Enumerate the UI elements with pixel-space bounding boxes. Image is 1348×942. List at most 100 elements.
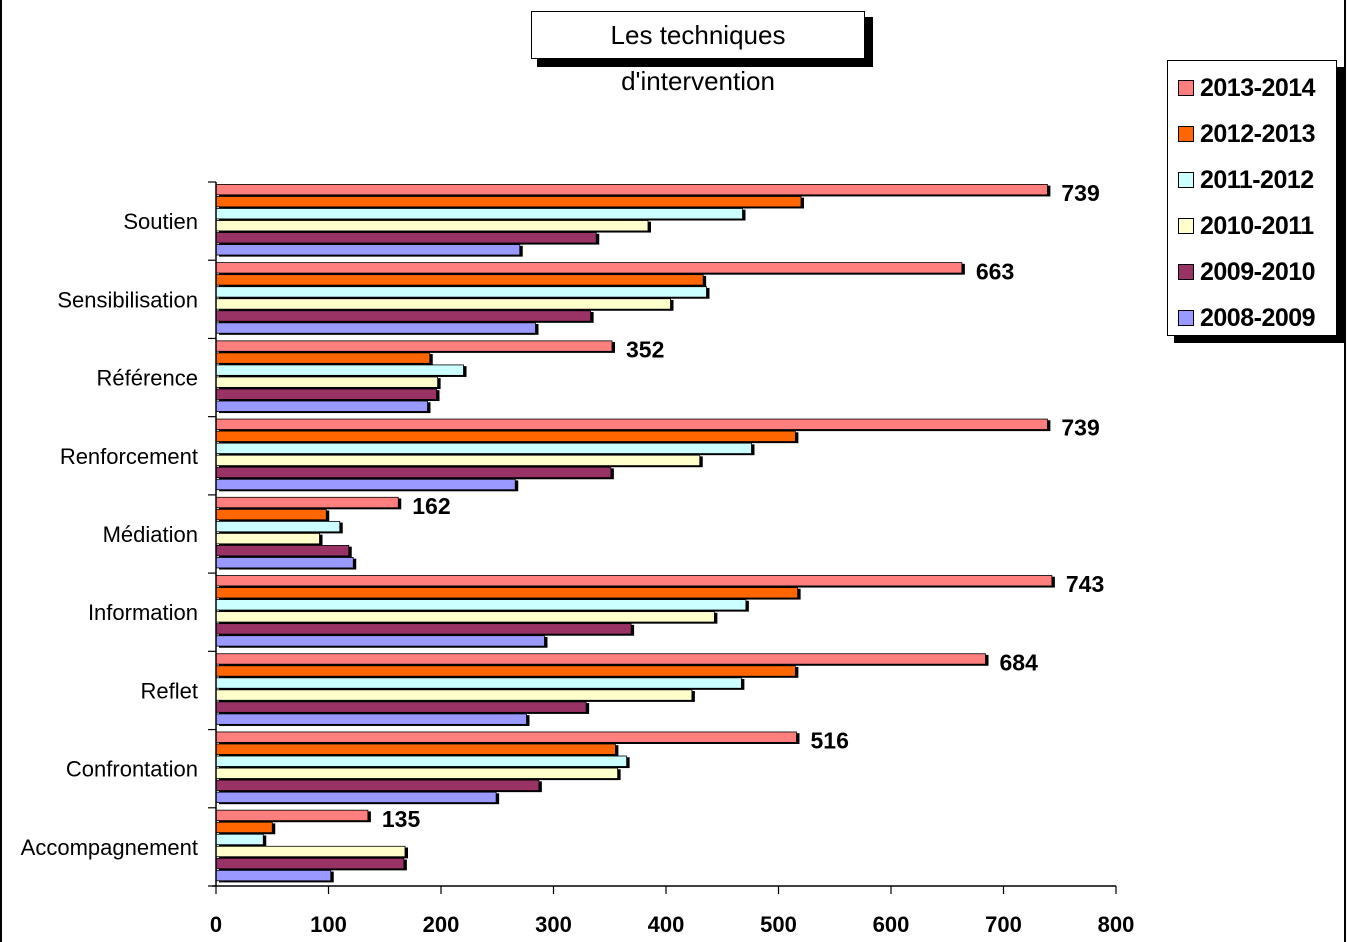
category-label: Accompagnement <box>21 835 198 860</box>
category-label: Reflet <box>141 678 198 703</box>
bar <box>215 322 536 334</box>
bar <box>215 599 747 611</box>
data-label: 352 <box>626 336 664 362</box>
bar <box>215 286 707 298</box>
bar <box>215 298 671 310</box>
bar <box>215 575 1053 587</box>
legend-label: 2009-2010 <box>1200 257 1316 286</box>
legend-item: 2008-2009 <box>1178 303 1316 333</box>
bar <box>215 791 497 803</box>
bar <box>215 352 431 364</box>
frame-left-border <box>0 0 2 942</box>
bar <box>215 274 704 286</box>
bar <box>215 508 327 521</box>
data-label: 739 <box>1061 180 1099 206</box>
bar <box>215 767 619 779</box>
legend-swatch <box>1178 264 1194 280</box>
bar <box>215 364 464 376</box>
bar <box>215 653 986 665</box>
data-label: 739 <box>1061 415 1099 441</box>
bar <box>215 418 1048 430</box>
category-label: Soutien <box>123 209 198 234</box>
bar <box>215 220 649 232</box>
data-label: 516 <box>811 728 849 754</box>
chart-title: Les techniques d'intervention <box>531 11 865 96</box>
bar <box>215 454 701 467</box>
bar <box>215 400 428 412</box>
bar <box>215 496 399 509</box>
bar <box>215 442 752 454</box>
legend-label: 2013-2014 <box>1200 73 1316 102</box>
bar <box>215 779 540 791</box>
bar <box>215 755 628 767</box>
bar <box>215 262 963 274</box>
legend-item: 2013-2014 <box>1178 73 1316 103</box>
bar <box>215 340 613 352</box>
bar <box>215 857 405 870</box>
x-tick-label: 200 <box>423 912 460 937</box>
legend-label: 2008-2009 <box>1200 303 1316 332</box>
data-label: 684 <box>1000 649 1039 675</box>
bar <box>215 196 802 208</box>
legend-item: 2011-2012 <box>1178 165 1314 195</box>
bar <box>215 388 437 400</box>
x-tick-label: 300 <box>535 912 572 937</box>
bar <box>215 244 521 256</box>
bar <box>215 869 332 882</box>
legend-swatch <box>1178 218 1194 234</box>
bar <box>215 701 587 713</box>
legend-swatch <box>1178 310 1194 326</box>
bar <box>215 611 715 623</box>
x-tick-label: 100 <box>310 912 347 937</box>
frame-right-border <box>1344 0 1346 942</box>
bar <box>215 478 516 491</box>
bar <box>215 821 273 834</box>
legend-item: 2009-2010 <box>1178 257 1316 287</box>
category-label: Médiation <box>103 522 198 547</box>
category-label: Information <box>88 600 198 625</box>
bar <box>215 665 796 677</box>
legend-swatch <box>1178 80 1194 96</box>
legend: 2013-2014 2012-2013 2011-2012 2010-2011 … <box>1167 60 1337 336</box>
legend-swatch <box>1178 126 1194 142</box>
legend-label: 2012-2013 <box>1200 119 1316 148</box>
x-tick-label: 0 <box>210 912 222 937</box>
legend-item: 2012-2013 <box>1178 119 1316 149</box>
bar <box>215 310 592 322</box>
bar <box>215 545 350 557</box>
category-label: Confrontation <box>66 757 198 782</box>
x-tick-label: 500 <box>760 912 797 937</box>
data-label: 162 <box>412 493 450 519</box>
bar <box>215 623 632 635</box>
bar <box>215 533 320 545</box>
bar <box>215 845 406 858</box>
bar <box>215 743 616 755</box>
bar <box>215 587 799 599</box>
x-tick-label: 700 <box>985 912 1022 937</box>
bar <box>215 677 742 689</box>
bar <box>215 635 545 647</box>
bar <box>215 466 612 479</box>
category-label: Sensibilisation <box>57 287 198 312</box>
x-tick-label: 800 <box>1098 912 1135 937</box>
bar <box>215 208 743 220</box>
x-tick-label: 400 <box>648 912 685 937</box>
legend-item: 2010-2011 <box>1178 211 1314 241</box>
bar <box>215 183 1048 196</box>
bar <box>215 232 597 244</box>
data-label: 743 <box>1066 571 1104 597</box>
category-label: Renforcement <box>60 444 198 469</box>
legend-label: 2010-2011 <box>1200 211 1314 240</box>
category-label: Référence <box>96 366 198 391</box>
bar <box>215 376 439 388</box>
bar <box>215 689 693 701</box>
legend-label: 2011-2012 <box>1200 165 1314 194</box>
bar <box>215 713 527 725</box>
bar <box>215 833 264 846</box>
data-label: 135 <box>382 806 421 832</box>
bar <box>215 731 797 743</box>
bar <box>215 520 341 533</box>
legend-swatch <box>1178 172 1194 188</box>
bar <box>215 430 796 442</box>
